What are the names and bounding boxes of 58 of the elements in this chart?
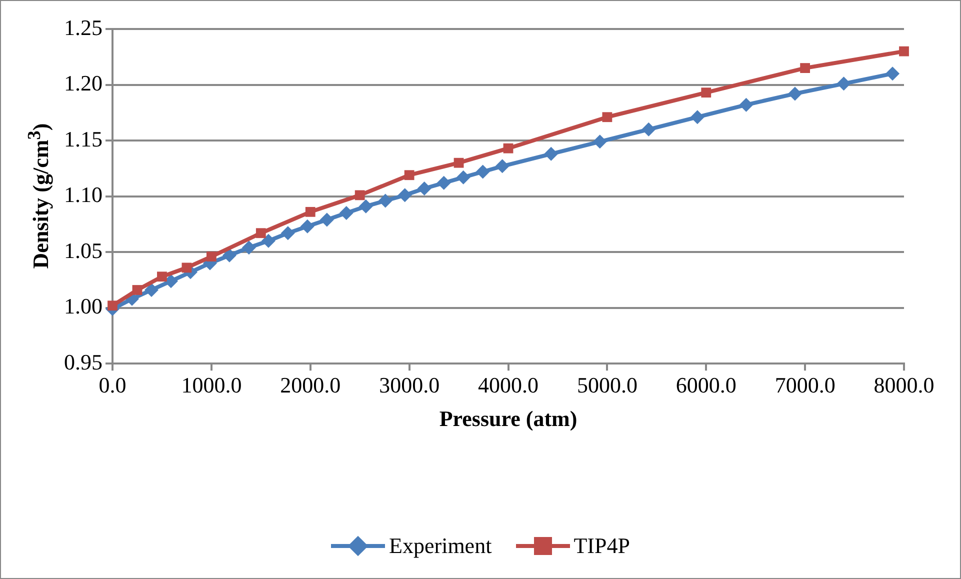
point bbox=[300, 219, 314, 234]
point bbox=[642, 122, 656, 136]
point bbox=[800, 63, 810, 73]
y-tick-label: 1.10 bbox=[64, 182, 102, 208]
y-tick-label: 1.15 bbox=[64, 126, 102, 152]
x-tick-label: 0.0 bbox=[98, 372, 126, 398]
point bbox=[378, 194, 392, 208]
point bbox=[256, 228, 266, 238]
point bbox=[602, 112, 612, 122]
point bbox=[701, 88, 712, 98]
y-tick-label: 1.05 bbox=[64, 238, 102, 263]
y-tick-label: 1.00 bbox=[64, 294, 102, 319]
x-tick-label: 8000.0 bbox=[874, 372, 934, 398]
legend-label: TIP4P bbox=[574, 533, 630, 559]
point bbox=[739, 98, 754, 112]
point bbox=[242, 240, 256, 255]
point bbox=[454, 158, 464, 168]
point bbox=[899, 46, 909, 56]
point bbox=[354, 190, 365, 200]
x-tick-label: 4000.0 bbox=[478, 372, 538, 398]
point bbox=[398, 188, 412, 202]
y-tick-label: 1.20 bbox=[64, 70, 102, 96]
point bbox=[358, 199, 373, 214]
point bbox=[836, 76, 851, 91]
point bbox=[280, 226, 295, 240]
point bbox=[788, 86, 802, 101]
x-tick-label: 2000.0 bbox=[280, 372, 341, 398]
point bbox=[476, 164, 490, 179]
x-axis-title: Pressure (atm) bbox=[438, 406, 578, 432]
point bbox=[339, 206, 354, 220]
point bbox=[404, 170, 414, 180]
point bbox=[544, 146, 558, 161]
legend-label: Experiment bbox=[389, 533, 492, 559]
point bbox=[436, 176, 451, 190]
point bbox=[456, 170, 470, 184]
point bbox=[503, 143, 514, 154]
point bbox=[495, 159, 510, 174]
point bbox=[206, 252, 216, 262]
x-tick-label: 6000.0 bbox=[676, 372, 736, 398]
point bbox=[222, 248, 236, 262]
x-tick-label: 1000.0 bbox=[181, 372, 242, 398]
point bbox=[417, 181, 432, 196]
point bbox=[132, 285, 142, 295]
point bbox=[320, 212, 334, 227]
x-tick-label: 7000.0 bbox=[774, 372, 836, 398]
point bbox=[305, 206, 316, 217]
point bbox=[182, 262, 192, 273]
x-tick-label: 5000.0 bbox=[576, 372, 638, 398]
y-tick-label: 1.25 bbox=[64, 14, 102, 40]
point bbox=[592, 134, 607, 149]
point bbox=[261, 234, 276, 248]
y-tick-label: 0.95 bbox=[64, 349, 102, 374]
point bbox=[157, 272, 167, 282]
point bbox=[164, 274, 178, 288]
x-tick-label: 3000.0 bbox=[379, 372, 440, 398]
point bbox=[690, 110, 704, 124]
point bbox=[144, 282, 158, 297]
point bbox=[886, 66, 900, 81]
